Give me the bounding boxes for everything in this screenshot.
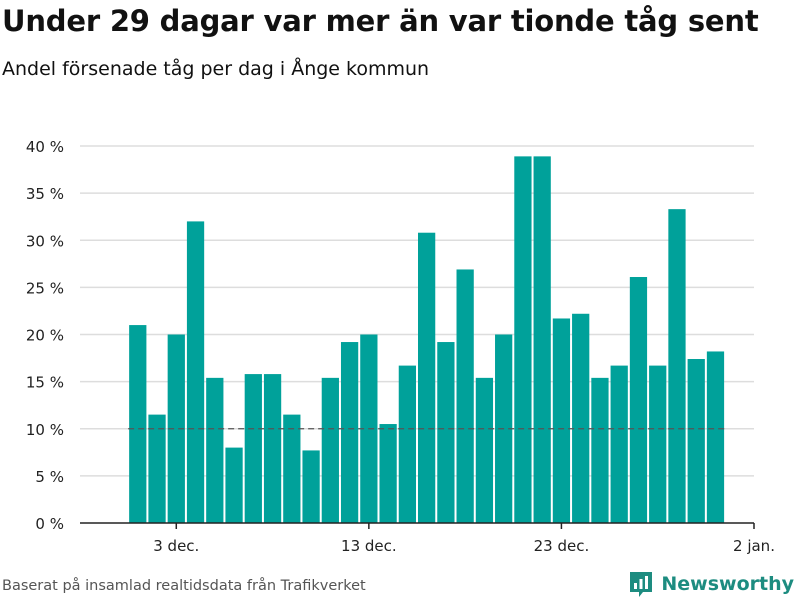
bar — [167, 334, 185, 523]
x-tick-label: 2 jan. — [733, 537, 775, 555]
bar — [225, 447, 243, 523]
y-tick-label: 10 % — [26, 421, 64, 439]
bar — [591, 377, 609, 523]
y-tick-label: 35 % — [26, 185, 64, 203]
bars — [129, 156, 725, 523]
bar — [244, 374, 262, 523]
y-tick-label: 30 % — [26, 232, 64, 250]
newsworthy-logo-icon — [630, 572, 653, 597]
bar — [129, 325, 147, 523]
chart-subtitle: Andel försenade tåg per dag i Ånge kommu… — [2, 58, 430, 80]
bar — [206, 377, 224, 523]
bar — [283, 414, 301, 523]
x-tick-label: 3 dec. — [153, 537, 199, 555]
bar — [321, 377, 339, 523]
bar — [668, 209, 686, 523]
bar — [263, 374, 282, 523]
bar — [456, 269, 474, 523]
bar — [629, 277, 648, 523]
bar — [533, 156, 551, 523]
y-tick-label: 40 % — [26, 138, 64, 156]
y-tick-label: 15 % — [26, 374, 64, 392]
bar — [379, 424, 397, 523]
chart-title: Under 29 dagar var mer än var tionde tåg… — [2, 4, 759, 38]
bar — [514, 156, 532, 523]
source-note: Baserat på insamlad realtidsdata från Tr… — [2, 578, 366, 594]
bar — [552, 318, 571, 523]
y-tick-label: 20 % — [26, 327, 64, 345]
x-tick-label: 23 dec. — [534, 537, 590, 555]
bar — [148, 414, 166, 523]
bar — [340, 342, 359, 523]
bar — [302, 450, 320, 523]
brand[interactable]: Newsworthy — [628, 569, 794, 599]
y-tick-label: 5 % — [35, 468, 64, 486]
axes: 3 dec. 13 dec. 23 dec. 2 jan. — [80, 522, 775, 555]
y-tick-label: 25 % — [26, 279, 64, 297]
x-tick-label: 13 dec. — [341, 537, 397, 555]
bar — [186, 221, 205, 523]
bar — [437, 342, 455, 523]
bar — [475, 377, 494, 523]
bar — [398, 365, 416, 523]
bar — [572, 313, 590, 523]
y-tick-label: 0 % — [35, 515, 64, 533]
brand-name: Newsworthy — [661, 573, 794, 595]
bar — [687, 359, 705, 523]
bar — [706, 351, 725, 523]
bar — [610, 365, 628, 523]
bar — [649, 365, 667, 523]
bar — [418, 232, 436, 523]
